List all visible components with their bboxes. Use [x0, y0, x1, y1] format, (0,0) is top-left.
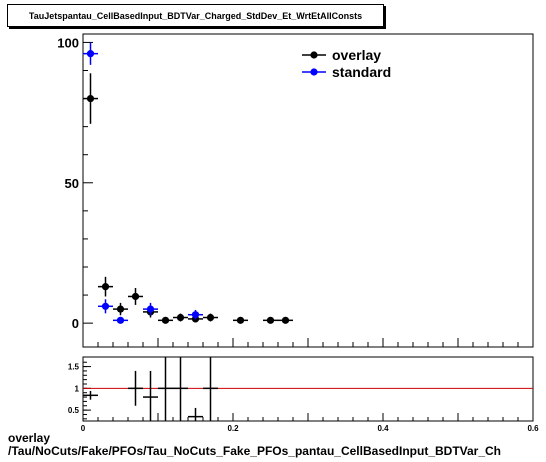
chart-title: TauJetspantau_CellBasedInput_BDTVar_Char…	[7, 4, 384, 27]
ratio-x-tick-label: 0	[81, 424, 86, 433]
main-plot-frame	[82, 33, 534, 348]
ratio-y-tick-label: 1	[75, 384, 80, 393]
y-tick-label: 50	[65, 176, 79, 191]
ratio-y-tick-label: 0.5	[68, 406, 80, 415]
overlay-point	[101, 283, 110, 291]
ratio-y-tick-label: 1.5	[68, 363, 80, 372]
overlay-point	[131, 292, 140, 301]
footer-line-2: /Tau/NoCuts/Fake/PFOs/Tau_NoCuts_Fake_PF…	[8, 444, 502, 458]
ratio-plot-area: 0.5 1 1.5 0 0.2 0.4 0.6	[68, 356, 539, 433]
standard-point	[101, 302, 110, 310]
standard-point	[86, 50, 95, 58]
legend-label: overlay	[332, 47, 381, 63]
ratio-x-tick-label: 0.6	[527, 424, 539, 433]
overlay-point	[206, 313, 215, 322]
overlay-point	[86, 94, 95, 103]
overlay-point	[236, 316, 245, 324]
overlay-point	[266, 316, 275, 324]
overlay-point	[161, 316, 170, 324]
overlay-point	[116, 305, 125, 313]
footer-caption: overlay /Tau/NoCuts/Fake/PFOs/Tau_NoCuts…	[8, 432, 501, 458]
overlay-point	[176, 313, 185, 322]
main-plot-area: 0 50 100	[57, 33, 534, 348]
standard-point	[116, 316, 125, 324]
legend-marker	[310, 51, 318, 59]
overlay-point	[281, 316, 290, 324]
y-tick-label: 0	[72, 316, 79, 331]
ratio-x-tick-label: 0.2	[227, 424, 239, 433]
footer-line-1: overlay	[8, 431, 51, 445]
y-tick-label: 100	[57, 35, 79, 50]
standard-point	[146, 305, 155, 313]
legend-marker	[310, 68, 318, 76]
legend-label: standard	[332, 64, 391, 80]
standard-point	[191, 311, 200, 319]
ratio-x-tick-label: 0.4	[377, 424, 389, 433]
